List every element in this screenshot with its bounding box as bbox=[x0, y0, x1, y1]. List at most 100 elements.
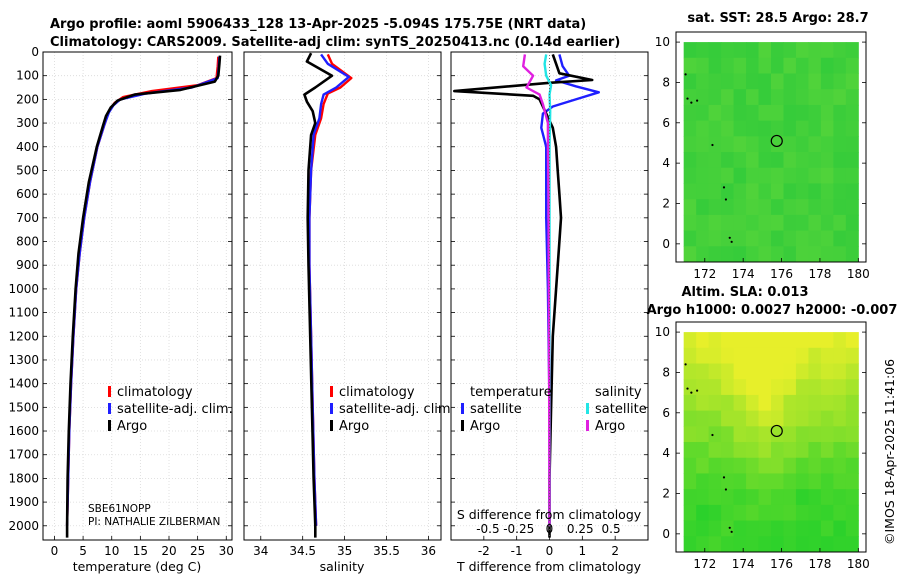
legend-swatch bbox=[330, 420, 333, 431]
map-cell bbox=[820, 332, 834, 349]
map-cell bbox=[820, 363, 834, 380]
legend-title-salinity: salinity bbox=[595, 385, 642, 400]
map-cell bbox=[795, 230, 809, 247]
figure-title-line1: Argo profile: aoml 5906433_128 13-Apr-20… bbox=[50, 17, 586, 32]
map-cell bbox=[808, 473, 822, 490]
map-cell bbox=[820, 199, 834, 216]
y-tick-label: 1900 bbox=[8, 495, 39, 509]
map-frame bbox=[675, 321, 867, 553]
map-cell bbox=[758, 426, 772, 443]
map-cell bbox=[721, 42, 735, 59]
map-cell bbox=[845, 136, 859, 153]
map-cell bbox=[771, 89, 784, 106]
map-cell bbox=[696, 246, 710, 263]
map-cell bbox=[733, 473, 747, 490]
map-cell bbox=[696, 426, 710, 443]
map-cell bbox=[733, 42, 747, 59]
y-tick-label: 500 bbox=[16, 163, 39, 177]
x-tick-label: 0 bbox=[546, 544, 554, 558]
map-cell bbox=[783, 57, 797, 75]
legend-label: climatology bbox=[117, 385, 193, 400]
x-tick-label: 172 bbox=[693, 267, 716, 281]
map-cell bbox=[758, 332, 772, 349]
map-cell bbox=[721, 120, 735, 137]
map-cell bbox=[733, 489, 747, 506]
plot-frame bbox=[42, 51, 233, 541]
map-cell bbox=[771, 136, 784, 153]
map-cell bbox=[733, 410, 747, 427]
map-cell bbox=[721, 347, 735, 365]
y-tick-label: 10 bbox=[655, 35, 670, 49]
coastline-mark bbox=[722, 476, 726, 479]
legend-label: satellite bbox=[470, 402, 522, 417]
map-cell bbox=[746, 136, 760, 153]
map-cell bbox=[746, 167, 760, 184]
map-cell bbox=[696, 57, 710, 75]
map-cell bbox=[746, 199, 760, 216]
map-cell bbox=[795, 536, 809, 553]
map-cell bbox=[795, 246, 809, 263]
map-cell bbox=[783, 410, 797, 427]
y-tick-label: 800 bbox=[16, 235, 39, 249]
x-axis-label: T difference from climatology bbox=[456, 559, 642, 574]
map-cell bbox=[708, 199, 722, 216]
map-cell bbox=[833, 363, 847, 380]
map-cell bbox=[708, 426, 722, 443]
y-tick-label: 900 bbox=[16, 258, 39, 272]
map-cell bbox=[771, 214, 784, 232]
map-cell bbox=[696, 520, 710, 537]
x-tick-label: 25 bbox=[190, 544, 205, 558]
map-cell bbox=[783, 120, 797, 137]
x-tick-label: 20 bbox=[161, 544, 176, 558]
series-line-s-argo bbox=[522, 54, 551, 526]
map-cell bbox=[808, 426, 822, 443]
map-cell bbox=[771, 246, 784, 263]
map-cell bbox=[833, 473, 847, 490]
map-cell bbox=[721, 104, 735, 122]
y-tick-label: 0 bbox=[31, 45, 39, 59]
map-cell bbox=[845, 104, 859, 122]
map-cell bbox=[758, 536, 772, 553]
map-cell bbox=[733, 246, 747, 263]
map-cell bbox=[758, 442, 772, 459]
y-tick-label: 200 bbox=[16, 92, 39, 106]
map-cell bbox=[683, 426, 697, 443]
map-cell bbox=[771, 536, 784, 553]
map-cell bbox=[721, 426, 735, 443]
map-cell bbox=[708, 520, 722, 537]
x-tick-label: 178 bbox=[808, 267, 831, 281]
map-cell bbox=[696, 42, 710, 59]
map-cell bbox=[783, 489, 797, 506]
y-tick-label: 1100 bbox=[8, 306, 39, 320]
map-cell bbox=[696, 199, 710, 216]
map-cell bbox=[771, 199, 784, 216]
map-cell bbox=[746, 442, 760, 459]
map-cell bbox=[683, 347, 697, 365]
map-cell bbox=[721, 504, 735, 522]
map-cell bbox=[795, 214, 809, 232]
map-cell bbox=[758, 73, 772, 90]
map-cell bbox=[758, 520, 772, 537]
map-cell bbox=[783, 394, 797, 412]
map-cell bbox=[683, 214, 697, 232]
map-cell bbox=[758, 363, 772, 380]
map-cell bbox=[696, 473, 710, 490]
map-cell bbox=[820, 457, 834, 474]
map-cell bbox=[758, 167, 772, 184]
map-cell bbox=[833, 104, 847, 122]
map-cell bbox=[833, 199, 847, 216]
figure-title-line2: Climatology: CARS2009. Satellite-adj cli… bbox=[50, 35, 620, 50]
map-cell bbox=[833, 214, 847, 232]
map-cell bbox=[771, 104, 784, 122]
map-cell bbox=[783, 199, 797, 216]
map-cell bbox=[820, 42, 834, 59]
map-cell bbox=[708, 246, 722, 263]
legend-swatch bbox=[108, 386, 111, 397]
map-cell bbox=[845, 332, 859, 349]
map-cell bbox=[696, 410, 710, 427]
y-tick-label: 400 bbox=[16, 140, 39, 154]
y-tick-label: 2 bbox=[662, 486, 670, 500]
y-tick-label: 6 bbox=[662, 116, 670, 130]
map-cell bbox=[795, 347, 809, 365]
map-cell bbox=[808, 136, 822, 153]
